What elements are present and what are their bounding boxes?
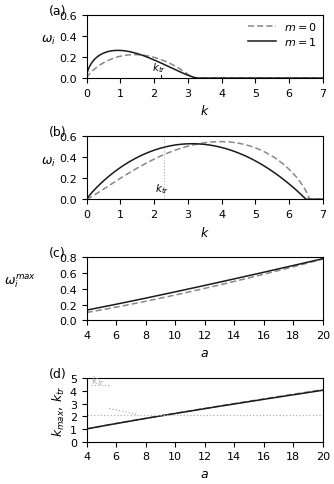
X-axis label: $a$: $a$ — [200, 346, 209, 359]
Y-axis label: $k_{max},\,k_{tr}$: $k_{max},\,k_{tr}$ — [51, 384, 67, 436]
X-axis label: $k$: $k$ — [200, 104, 209, 118]
Text: (c): (c) — [49, 246, 65, 259]
Text: $k_{tr}$: $k_{tr}$ — [152, 61, 166, 75]
X-axis label: $k$: $k$ — [200, 225, 209, 239]
Y-axis label: $\omega_i$: $\omega_i$ — [41, 34, 55, 47]
Text: (b): (b) — [49, 125, 66, 138]
Text: (a): (a) — [49, 4, 66, 17]
Text: $k_{tr}$: $k_{tr}$ — [155, 182, 170, 196]
X-axis label: $a$: $a$ — [200, 467, 209, 480]
Legend: $m=0$, $m=1$: $m=0$, $m=1$ — [248, 21, 317, 47]
Text: $k_{tr}$: $k_{tr}$ — [91, 374, 105, 387]
Y-axis label: $\omega_i$: $\omega_i$ — [41, 155, 55, 168]
Y-axis label: $\omega_i^{max}$: $\omega_i^{max}$ — [4, 272, 36, 289]
Text: (d): (d) — [49, 367, 66, 380]
